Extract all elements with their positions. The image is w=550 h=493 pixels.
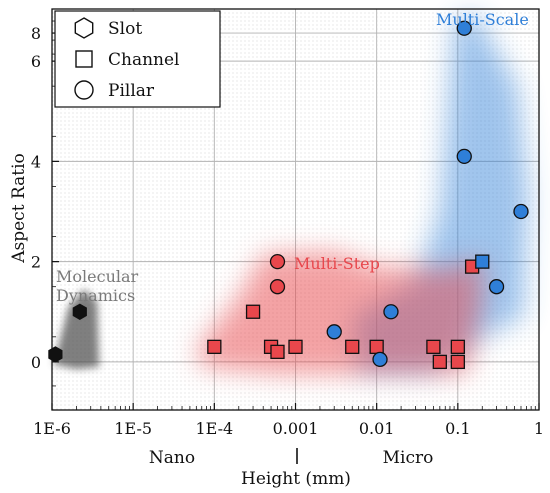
data-point-circle [513, 203, 529, 220]
multi-scale-region [352, 11, 529, 372]
nano-label: Nano [149, 448, 195, 468]
legend-label: Slot [108, 19, 142, 39]
data-point-circle [372, 351, 388, 368]
data-point-circle [456, 20, 472, 36]
y-tick-label: 8 [31, 24, 41, 43]
y-tick-label: 4 [31, 152, 41, 171]
x-tick-label: 0.1 [445, 419, 470, 438]
x-tick-label: 1 [534, 419, 544, 438]
legend-marker-square [75, 50, 93, 68]
multi-scale-label: Multi-Scale [436, 10, 529, 29]
data-points [48, 20, 529, 370]
y-tick-label: 0 [31, 353, 41, 372]
legend-label: Channel [108, 50, 180, 70]
data-point-square [369, 339, 384, 354]
molecular-dynamics-region [53, 289, 100, 370]
x-tick-label: 0.01 [359, 419, 395, 438]
x-axis-label: Height (mm) [241, 469, 351, 489]
legend-marker-hexagon [74, 17, 94, 39]
x-tick-label: 1E-6 [33, 419, 71, 438]
data-point-hexagon [72, 303, 87, 320]
legend: Slot Channel Pillar [54, 10, 221, 108]
molecular-dynamics-label: Dynamics [56, 286, 135, 305]
micro-label: Micro [383, 448, 434, 468]
data-point-square [245, 304, 261, 319]
y-tick-label: 2 [31, 253, 41, 272]
data-point-square [207, 339, 222, 354]
x-tick-label: 1E-5 [114, 419, 152, 438]
y-axis-label: Aspect Ratio [9, 153, 29, 264]
data-point-hexagon [48, 346, 63, 363]
data-point-square [426, 339, 441, 354]
tick-labels: 1E-6 1E-5 1E-4 0.001 0.01 0.1 1 0 2 4 6 8 [31, 24, 544, 438]
data-point-circle [269, 253, 286, 270]
data-point-square [450, 354, 465, 370]
data-point-square [450, 339, 465, 354]
multi-step-label: Multi-Step [294, 254, 380, 273]
x-tick-label: 1E-4 [195, 419, 233, 438]
y-tick-label: 6 [31, 52, 41, 71]
legend-marker-circle [74, 80, 94, 100]
data-point-square [475, 254, 490, 269]
data-point-circle [488, 279, 505, 295]
data-point-circle [383, 304, 399, 320]
data-point-square [432, 354, 447, 370]
axis-ticks [51, 20, 540, 410]
legend-label: Pillar [108, 81, 155, 101]
data-point-square [345, 339, 360, 354]
data-point-circle [456, 148, 472, 165]
x-tick-label: 0.001 [273, 419, 319, 438]
data-point-square [270, 344, 285, 360]
data-point-circle [326, 324, 342, 340]
data-point-circle [269, 279, 286, 295]
data-point-square [288, 339, 303, 354]
molecular-dynamics-label: Molecular [56, 267, 139, 286]
